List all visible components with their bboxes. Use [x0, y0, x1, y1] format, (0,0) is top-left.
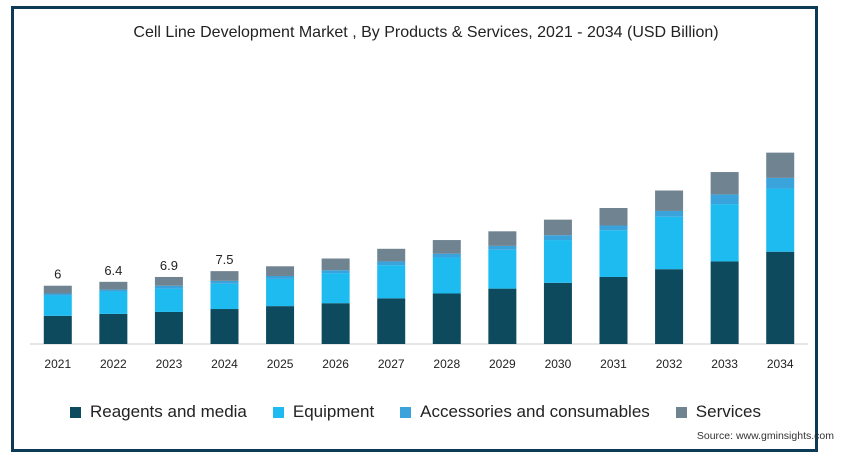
bar-segment — [43, 295, 72, 316]
bar-segment — [321, 273, 350, 304]
bar-segment — [321, 303, 350, 344]
x-tick-label: 2024 — [211, 357, 238, 371]
bar-segment — [599, 208, 628, 226]
legend-swatch — [272, 406, 284, 418]
bar-segment — [766, 188, 795, 252]
bar-segment — [488, 245, 517, 250]
bar-segment — [655, 269, 684, 344]
x-tick-label: 2027 — [378, 357, 405, 371]
bar-segment — [210, 283, 239, 310]
legend-item-accessories: Accessories and consumables — [400, 402, 650, 422]
bar-segment — [432, 257, 461, 294]
bar-chart: 6 2021 6.4 2022 6.9 2023 7.5 2024 2025 2026 2027 20… — [30, 152, 808, 371]
bar-segment — [432, 293, 461, 344]
x-tick-label: 2025 — [267, 357, 294, 371]
legend-item-services: Services — [675, 402, 761, 422]
bar-segment — [266, 276, 295, 279]
data-label: 6.4 — [104, 263, 122, 278]
legend: Reagents and media Equipment Accessories… — [70, 402, 787, 422]
x-tick-label: 2030 — [545, 357, 572, 371]
legend-label: Equipment — [292, 402, 375, 421]
bar-segment — [43, 293, 72, 296]
bar-segment — [710, 172, 739, 195]
bar-segment — [321, 258, 350, 271]
bar-segment — [99, 281, 128, 290]
bar-segment — [210, 271, 239, 281]
x-tick-label: 2022 — [100, 357, 127, 371]
x-tick-label: 2029 — [489, 357, 516, 371]
bar-segment — [655, 216, 684, 270]
bar-segment — [432, 253, 461, 258]
chart-frame — [11, 6, 818, 452]
x-tick-label: 2033 — [711, 357, 738, 371]
legend-label: Services — [695, 402, 761, 421]
bar-segment — [655, 190, 684, 211]
bar-segment — [154, 276, 183, 286]
x-tick-label: 2028 — [433, 357, 460, 371]
data-label: 6.9 — [160, 258, 178, 273]
bar-segment — [377, 298, 406, 344]
bar-segment — [43, 315, 72, 344]
bar-segment — [99, 313, 128, 344]
bar-segment — [154, 288, 183, 312]
bar-segment — [99, 291, 128, 314]
bar-segment — [710, 194, 739, 205]
bar-segment — [266, 266, 295, 276]
data-label: 6 — [54, 267, 61, 282]
bar-segment — [266, 278, 295, 307]
bar-segment — [766, 251, 795, 344]
bar-segment — [432, 240, 461, 254]
x-tick-label: 2034 — [767, 357, 794, 371]
bar-segment — [154, 311, 183, 344]
bar-segment — [766, 177, 795, 189]
data-label: 7.5 — [215, 252, 233, 267]
bar-segment — [210, 309, 239, 344]
bar-segment — [543, 240, 572, 283]
bar-segment — [599, 230, 628, 277]
x-tick-label: 2031 — [600, 357, 627, 371]
bar-segment — [210, 280, 239, 284]
bar-segment — [710, 261, 739, 344]
bar-segment — [266, 306, 295, 344]
legend-item-reagents: Reagents and media — [70, 402, 247, 422]
bar-segment — [599, 225, 628, 231]
bar-segment — [543, 282, 572, 344]
bar-segment — [377, 265, 406, 299]
legend-label: Accessories and consumables — [420, 402, 650, 421]
bar-segment — [377, 261, 406, 266]
x-tick-label: 2021 — [44, 357, 71, 371]
chart-title: Cell Line Development Market , By Produc… — [133, 24, 719, 41]
bar-segment — [543, 219, 572, 236]
legend-swatch — [400, 406, 412, 418]
x-tick-label: 2023 — [156, 357, 183, 371]
legend-swatch — [675, 406, 687, 418]
bar-segment — [710, 204, 739, 262]
bar-segment — [655, 210, 684, 217]
bar-segment — [766, 152, 795, 178]
legend-swatch — [70, 406, 81, 418]
bar-segment — [154, 285, 183, 289]
legend-label: Reagents and media — [90, 402, 247, 421]
bar-segment — [488, 231, 517, 246]
bar-segment — [321, 270, 350, 274]
bar-segment — [543, 235, 572, 241]
bar-segment — [43, 285, 72, 294]
bar-segment — [599, 276, 628, 344]
bar-segment — [99, 289, 128, 292]
source-note: Source: www.gminsights.com — [696, 430, 834, 442]
x-tick-label: 2032 — [656, 357, 683, 371]
bar-segment — [377, 248, 406, 262]
bar-segment — [488, 249, 517, 289]
x-tick-label: 2026 — [322, 357, 349, 371]
bar-segment — [488, 288, 517, 344]
legend-item-equipment: Equipment — [272, 402, 375, 422]
